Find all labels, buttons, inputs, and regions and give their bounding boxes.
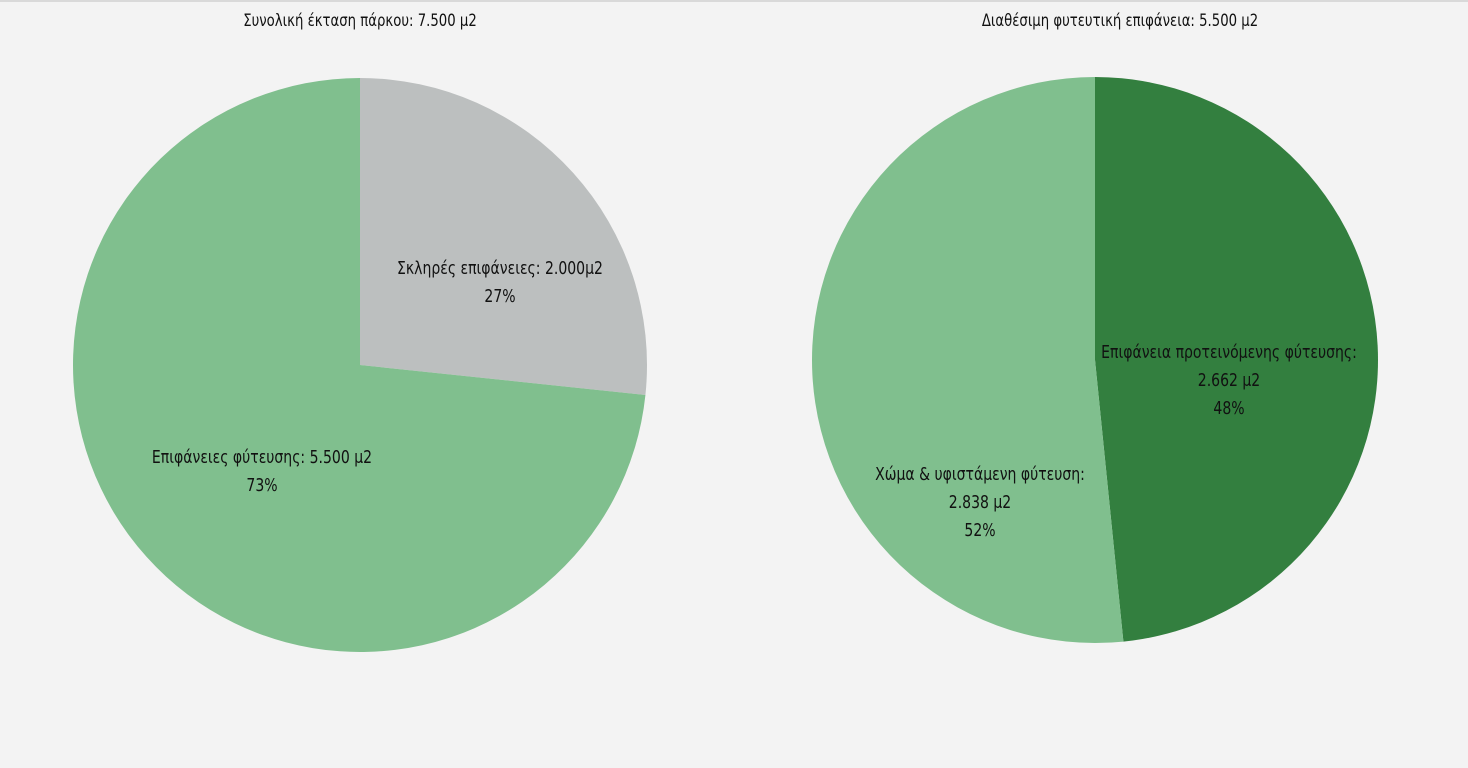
pie-1-slice-1 [360, 78, 648, 395]
chart-title-planting-area: Διαθέσιμη φυτευτική επιφάνεια: 5.500 μ2 [981, 11, 1259, 31]
pie-2-slice-1-label-line-2: 2.662 μ2 [1198, 369, 1260, 390]
pie-2-slice-1-label: Επιφάνεια προτεινόμενης φύτευσης: 2.662 μ… [1101, 341, 1357, 418]
pie-1-slice-2-label-line-2: 73% [246, 474, 277, 495]
chart-title-total-area: Συνολική έκταση πάρκου: 7.500 μ2 [243, 11, 477, 31]
pie-1-slice-2-label-line-1: Επιφάνειες φύτευσης: 5.500 μ2 [152, 446, 372, 467]
pie-chart-planting-area: Επιφάνεια προτεινόμενης φύτευσης: 2.662 μ… [812, 77, 1379, 643]
pie-1-slice-2 [73, 78, 646, 652]
pie-2-slice-1 [1095, 77, 1379, 642]
pie-2-slice-2-label: Χώμα & υφιστάμενη φύτευση: 2.838 μ2 52% [875, 463, 1085, 540]
pie-1-slice-1-label-line-1: Σκληρές επιφάνειες: 2.000μ2 [397, 257, 603, 278]
pie-2-slice-1-label-line-3: 48% [1213, 397, 1244, 418]
pie-2-slice-2-label-line-1: Χώμα & υφιστάμενη φύτευση: [875, 463, 1085, 484]
pie-1-slice-1-label-line-2: 27% [484, 285, 515, 306]
pie-1-slice-1-label: Σκληρές επιφάνειες: 2.000μ2 27% [397, 257, 603, 306]
top-border [0, 0, 1468, 2]
pie-2-slice-2 [812, 77, 1124, 643]
pie-2-slice-1-label-line-1: Επιφάνεια προτεινόμενης φύτευσης: [1101, 341, 1357, 362]
pie-2-slice-2-label-line-2: 2.838 μ2 [949, 491, 1011, 512]
pie-2-slice-2-label-line-3: 52% [964, 519, 995, 540]
pie-chart-total-area: Σκληρές επιφάνειες: 2.000μ2 27% Επιφάνειες… [73, 78, 648, 652]
pie-1-slice-2-label: Επιφάνειες φύτευσης: 5.500 μ2 73% [152, 446, 372, 495]
